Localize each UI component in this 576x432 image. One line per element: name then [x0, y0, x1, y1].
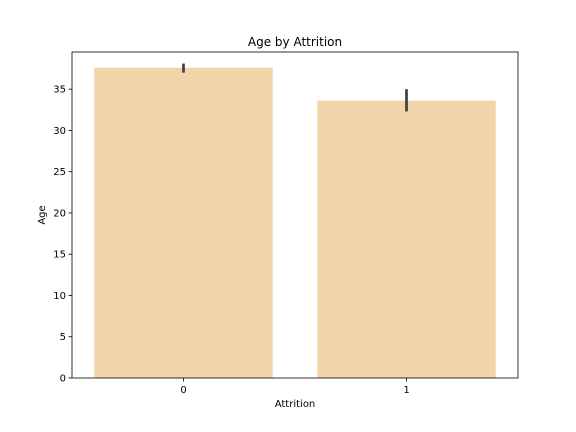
plot-frame [71, 51, 519, 379]
y-tick-label-0: 0 [60, 374, 66, 385]
error-bars-group [182, 63, 408, 112]
y-tick-label-15: 15 [53, 250, 66, 261]
y-tick-label-20: 20 [53, 208, 66, 219]
y-tick-label-10: 10 [53, 291, 66, 302]
y-tick-label-35: 35 [53, 85, 66, 96]
bar-1 [317, 100, 496, 379]
bar-0 [94, 67, 273, 378]
bars-group [94, 67, 496, 379]
y-tick-label-5: 5 [60, 332, 66, 343]
chart-title: Age by Attrition [248, 35, 342, 49]
y-axis: 0 5 10 15 20 25 30 35 [53, 85, 72, 385]
x-tick-label-0: 0 [180, 385, 186, 396]
y-axis-label: Age [37, 205, 48, 224]
y-tick-label-25: 25 [53, 167, 66, 178]
x-axis-label: Attrition [275, 399, 316, 410]
y-tick-label-30: 30 [53, 126, 66, 137]
x-tick-label-1: 1 [403, 385, 409, 396]
